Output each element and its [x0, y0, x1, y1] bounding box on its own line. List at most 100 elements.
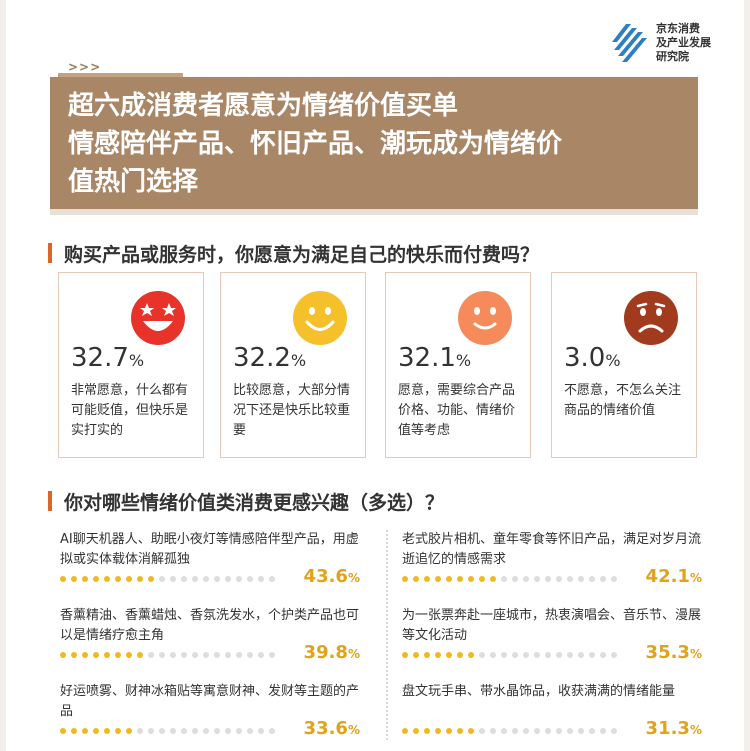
progress-dot — [247, 728, 253, 734]
interest-item: 香薰精油、香薰蜡烛、香氛洗发水，个护类产品也可以是情绪疗愈主角 39.8% — [60, 606, 360, 663]
progress-dot — [567, 576, 573, 582]
header-arrows: >>> — [68, 60, 102, 74]
progress-dot — [545, 576, 551, 582]
progress-dot — [468, 652, 474, 658]
progress-dot — [402, 576, 408, 582]
progress-dot — [148, 576, 154, 582]
title-line: 情感陪伴产品、怀旧产品、潮玩成为情绪价 — [68, 129, 563, 159]
progress-dot — [170, 728, 176, 734]
progress-dot — [479, 576, 485, 582]
progress-dot — [435, 652, 441, 658]
jd-research-logo-icon — [612, 24, 647, 62]
progress-dot — [435, 576, 441, 582]
interest-text: 好运喷雾、财神冰箱贴等寓意财神、发财等主题的产品 — [60, 684, 360, 719]
progress-dot — [236, 728, 242, 734]
answer-description: 愿意，需要综合产品价格、功能、情绪价值等考虑 — [398, 383, 516, 438]
interest-item: 盘文玩手串、带水晶饰品，收获满满的情绪能量 31.3% — [402, 682, 702, 739]
progress-dot — [424, 576, 430, 582]
interest-value: 31.3% — [645, 718, 702, 739]
interest-item: 好运喷雾、财神冰箱贴等寓意财神、发财等主题的产品 33.6% — [60, 682, 360, 739]
progress-dot — [71, 576, 77, 582]
progress-dot — [203, 652, 209, 658]
interest-text: 香薰精油、香薰蜡烛、香氛洗发水，个护类产品也可以是情绪疗愈主角 — [60, 608, 360, 643]
interest-text: 为一张票奔赴一座城市，热衷演唱会、音乐节、漫展等文化活动 — [402, 608, 702, 643]
interest-item: AI聊天机器人、助眠小夜灯等情感陪伴型产品，用虚拟或实体载体消解孤独 43.6% — [60, 530, 360, 587]
progress-dot — [203, 728, 209, 734]
progress-dot — [247, 576, 253, 582]
progress-dot — [402, 652, 408, 658]
progress-dot — [589, 728, 595, 734]
progress-dot — [424, 728, 430, 734]
progress-dot — [556, 576, 562, 582]
progress-dot — [490, 652, 496, 658]
progress-dot — [490, 576, 496, 582]
progress-dot — [578, 652, 584, 658]
progress-dot — [512, 728, 518, 734]
progress-dot — [578, 576, 584, 582]
title-shadow — [50, 209, 698, 215]
interest-dots — [60, 652, 275, 660]
interest-dots — [60, 728, 275, 736]
logo-text: 京东消费 及产业发展 研究院 — [656, 22, 711, 63]
interest-value: 33.6% — [303, 718, 360, 739]
answer-description: 不愿意，不怎么关注商品的情绪价值 — [564, 383, 682, 418]
interest-item: 为一张票奔赴一座城市，热衷演唱会、音乐节、漫展等文化活动 35.3% — [402, 606, 702, 663]
section-marker — [48, 491, 52, 511]
progress-dot — [170, 652, 176, 658]
progress-dot — [578, 728, 584, 734]
progress-dot — [115, 728, 121, 734]
progress-dot — [479, 728, 485, 734]
title-line: 超六成消费者愿意为情绪价值买单 — [68, 91, 459, 121]
progress-dot — [82, 728, 88, 734]
interest-dots — [60, 576, 275, 584]
progress-dot — [457, 576, 463, 582]
progress-dot — [611, 728, 617, 734]
progress-dot — [137, 652, 143, 658]
progress-dot — [589, 652, 595, 658]
interest-value: 43.6% — [303, 566, 360, 587]
interest-value: 42.1% — [645, 566, 702, 587]
progress-dot — [512, 576, 518, 582]
progress-dot — [93, 652, 99, 658]
interest-text: 盘文玩手串、带水晶饰品，收获满满的情绪能量 — [402, 684, 676, 699]
progress-dot — [214, 652, 220, 658]
progress-dot — [247, 652, 253, 658]
progress-dot — [192, 652, 198, 658]
progress-dot — [148, 652, 154, 658]
progress-dot — [137, 576, 143, 582]
progress-dot — [170, 576, 176, 582]
progress-dot — [126, 576, 132, 582]
progress-dot — [468, 576, 474, 582]
progress-dot — [115, 652, 121, 658]
progress-dot — [214, 728, 220, 734]
mild-smile-face-icon — [458, 291, 512, 345]
progress-dot — [104, 576, 110, 582]
progress-dot — [181, 652, 187, 658]
progress-dot — [203, 576, 209, 582]
progress-dot — [446, 728, 452, 734]
progress-dot — [258, 652, 264, 658]
progress-dot — [468, 728, 474, 734]
progress-dot — [236, 576, 242, 582]
progress-dot — [148, 728, 154, 734]
progress-dot — [600, 728, 606, 734]
progress-dot — [501, 728, 507, 734]
progress-dot — [457, 652, 463, 658]
progress-dot — [159, 576, 165, 582]
progress-dot — [71, 728, 77, 734]
header-tab-line — [58, 73, 183, 77]
title-line: 值热门选择 — [68, 167, 199, 197]
answer-card: 32.1% 愿意，需要综合产品价格、功能、情绪价值等考虑 — [385, 272, 531, 458]
progress-dot — [523, 576, 529, 582]
progress-dot — [214, 576, 220, 582]
section-marker — [48, 243, 52, 263]
progress-dot — [402, 728, 408, 734]
progress-dot — [269, 652, 275, 658]
progress-dot — [60, 728, 66, 734]
progress-dot — [545, 652, 551, 658]
progress-dot — [93, 576, 99, 582]
smile-face-icon — [293, 291, 347, 345]
progress-dot — [567, 652, 573, 658]
star-eyes-face-icon — [131, 291, 185, 345]
